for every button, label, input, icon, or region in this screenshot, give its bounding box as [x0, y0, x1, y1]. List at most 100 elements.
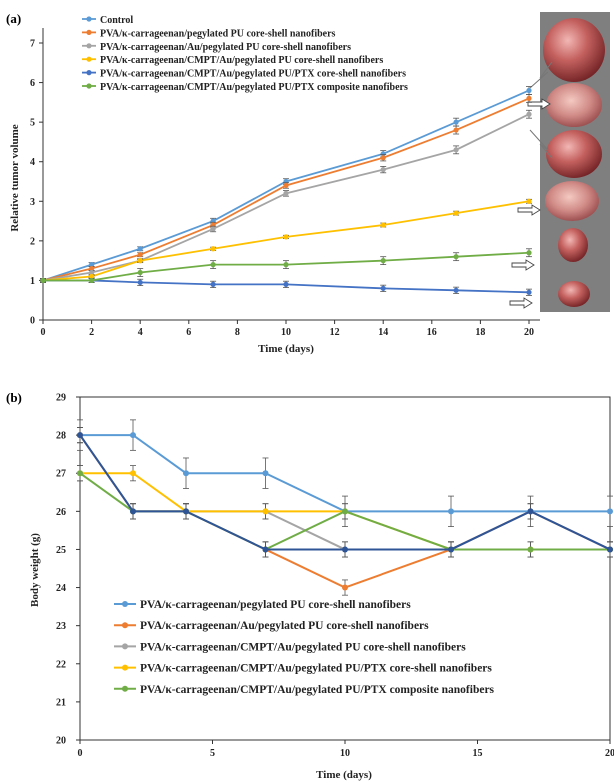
legend-swatch-marker	[86, 16, 92, 22]
panel-a-label: (a)	[6, 11, 21, 26]
y-tick-label: 24	[56, 583, 66, 594]
legend-label: PVA/κ-carrageenan/CMPT/Au/pegylated PU c…	[100, 55, 383, 66]
data-point	[89, 269, 95, 276]
y-tick-label: 27	[56, 469, 66, 480]
legend-swatch-marker	[122, 664, 128, 671]
y-tick-label: 28	[56, 431, 66, 442]
data-point	[380, 167, 386, 173]
data-point	[380, 151, 386, 157]
legend-swatch-marker	[122, 643, 128, 650]
legend-label: PVA/κ-carrageenan/CMPT/Au/pegylated PU/P…	[140, 684, 495, 696]
legend-entry: PVA/κ-carrageenan/CMPT/Au/pegylated PU/P…	[114, 684, 495, 696]
data-point	[526, 250, 532, 256]
y-tick-label: 6	[30, 78, 35, 89]
data-point	[210, 281, 216, 287]
data-point	[210, 262, 216, 268]
data-point	[283, 234, 289, 240]
series-5	[40, 277, 532, 296]
x-tick-label: 5	[210, 748, 215, 759]
data-point	[77, 432, 83, 439]
x-tick-label: 16	[427, 327, 437, 338]
y-tick-label: 25	[56, 545, 66, 556]
x-tick-label: 4	[138, 327, 143, 338]
y-tick-label: 7	[30, 39, 35, 50]
x-tick-label: 0	[78, 748, 83, 759]
legend-label: PVA/κ-carrageenan/CMPT/Au/pegylated PU c…	[140, 641, 466, 653]
y-tick-label: 0	[30, 316, 35, 327]
legend-entry: PVA/κ-carrageenan/pegylated PU core-shel…	[114, 599, 411, 611]
x-tick-label: 10	[281, 327, 291, 338]
y-tick-label: 22	[56, 659, 66, 670]
tumor-photos	[509, 18, 605, 309]
x-tick-label: 8	[235, 327, 240, 338]
x-tick-label: 18	[475, 327, 485, 338]
data-point	[262, 546, 269, 553]
data-point	[89, 277, 95, 284]
legend-swatch-marker	[86, 29, 92, 35]
y-tick-label: 23	[56, 621, 66, 632]
data-point	[453, 210, 459, 216]
tumor-photo	[543, 18, 605, 82]
data-point	[137, 269, 143, 276]
y-tick-label: 20	[56, 736, 66, 747]
legend-entry: PVA/κ-carrageenan/CMPT/Au/pegylated PU/P…	[82, 69, 406, 80]
data-point	[342, 508, 348, 515]
panel-b-label: (b)	[6, 390, 22, 405]
data-point	[137, 279, 143, 286]
x-tick-label: 6	[186, 327, 191, 338]
panel-b: (b) 0 5 10 15 20 20 21 22 23 24 25 26 27 28 29 PVA/κ-c…	[6, 390, 614, 781]
legend-entry: PVA/κ-carrageenan/CMPT/Au/pegylated PU/P…	[114, 663, 492, 675]
data-point	[183, 508, 189, 515]
legend-entry: PVA/κ-carrageenan/CMPT/Au/pegylated PU c…	[82, 55, 383, 66]
data-point	[137, 258, 143, 264]
tumor-photo	[558, 281, 590, 307]
legend-swatch-marker	[86, 56, 92, 62]
series-line	[42, 113, 530, 282]
y-tick-label: 26	[56, 507, 66, 518]
legend-swatch-marker	[122, 601, 128, 607]
y-tick-label: 29	[56, 393, 66, 404]
series-4	[40, 198, 532, 284]
data-point	[453, 254, 459, 260]
series-6	[40, 248, 532, 284]
legend-label: PVA/κ-carrageenan/Au/pegylated PU core-s…	[140, 620, 429, 632]
y-tick-label: 4	[30, 157, 35, 168]
legend-label: PVA/κ-carrageenan/CMPT/Au/pegylated PU/P…	[140, 663, 492, 675]
data-point	[183, 470, 189, 477]
x-tick-label: 2	[89, 327, 94, 338]
y-tick-label: 21	[56, 697, 66, 708]
legend-entry: PVA/κ-carrageenan/Au/pegylated PU core-s…	[114, 620, 429, 632]
data-point	[130, 508, 136, 515]
data-point	[130, 470, 136, 477]
data-point	[448, 508, 454, 515]
chart-b-y-axis-title: Body weight (g)	[29, 533, 41, 607]
legend-label: Control	[100, 15, 133, 26]
pointer-arrow-icon	[529, 61, 553, 89]
data-point	[342, 546, 348, 553]
legend-entry: PVA/κ-carrageenan/pegylated PU core-shel…	[82, 28, 336, 39]
data-point	[526, 111, 532, 117]
x-tick-label: 15	[473, 748, 483, 759]
data-point	[380, 155, 386, 161]
data-point	[526, 289, 532, 295]
data-point	[89, 262, 95, 268]
pointer-arrow-icon	[529, 129, 553, 159]
chart-b-series	[77, 419, 613, 596]
data-point	[130, 432, 136, 439]
legend-swatch-marker	[122, 685, 128, 692]
data-point	[607, 508, 613, 515]
y-tick-label: 5	[30, 118, 35, 129]
legend-entry: PVA/κ-carrageenan/CMPT/Au/pegylated PU/P…	[82, 82, 408, 93]
x-tick-label: 20	[605, 748, 614, 759]
y-tick-label: 2	[30, 236, 35, 247]
data-point	[527, 508, 534, 515]
data-point	[137, 252, 143, 258]
y-tick-label: 1	[30, 276, 35, 287]
legend-label: PVA/κ-carrageenan/pegylated PU core-shel…	[100, 28, 336, 39]
data-point	[137, 246, 143, 252]
chart-a-legend: Control PVA/κ-carrageenan/pegylated PU co…	[82, 15, 408, 93]
legend-label: PVA/κ-carrageenan/CMPT/Au/pegylated PU/P…	[100, 82, 408, 93]
x-tick-label: 14	[378, 327, 388, 338]
